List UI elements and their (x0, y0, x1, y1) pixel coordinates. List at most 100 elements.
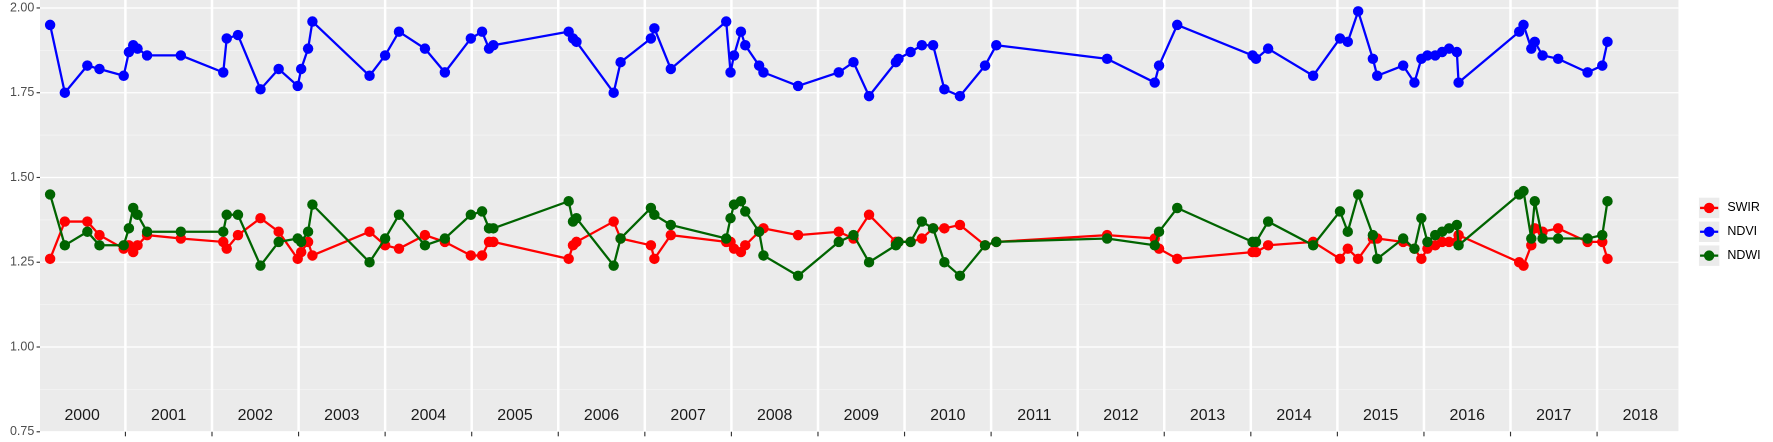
point (563, 195, 574, 207)
point (1342, 226, 1353, 237)
point (1518, 185, 1529, 197)
point (1451, 46, 1463, 58)
point (82, 60, 93, 71)
point (393, 26, 405, 37)
point (118, 240, 129, 251)
point (1597, 229, 1608, 241)
point (645, 33, 657, 44)
point (979, 60, 991, 71)
y-tick-label: 1.25 (10, 255, 34, 269)
point (1529, 195, 1540, 207)
point (1602, 36, 1613, 48)
point (991, 40, 1002, 51)
point (863, 257, 875, 268)
point (59, 87, 71, 98)
point (218, 67, 229, 78)
x-year-label: 2011 (1017, 407, 1051, 424)
point (740, 40, 751, 51)
point (1172, 202, 1183, 214)
point (954, 270, 966, 282)
point (379, 50, 391, 61)
point (132, 43, 143, 54)
point (419, 240, 431, 251)
point (1552, 233, 1564, 244)
point (728, 50, 740, 61)
point (1250, 53, 1262, 65)
point (665, 219, 677, 231)
point (221, 209, 232, 221)
y-tick-label: 0.75 (10, 424, 34, 438)
point (649, 253, 660, 265)
point (645, 240, 657, 251)
point (307, 250, 318, 261)
y-tick-label: 1.50 (10, 170, 34, 184)
point (94, 240, 105, 251)
point (255, 84, 266, 95)
x-year-label: 2012 (1103, 407, 1139, 424)
point (465, 209, 477, 221)
x-year-label: 2005 (497, 407, 533, 424)
point (1397, 60, 1409, 71)
point (720, 16, 732, 27)
point (44, 19, 56, 31)
point (1262, 240, 1274, 251)
point (665, 229, 677, 241)
point (118, 70, 129, 81)
point (232, 209, 244, 221)
point (792, 229, 804, 241)
y-tick-label: 1.75 (10, 85, 34, 99)
y-tick-label: 1.00 (10, 339, 34, 353)
point (1552, 53, 1564, 65)
point (927, 40, 939, 51)
point (725, 212, 736, 224)
point (488, 236, 499, 248)
x-year-label: 2015 (1363, 407, 1399, 424)
point (379, 233, 391, 244)
point (608, 260, 619, 271)
point (1101, 233, 1113, 244)
point (1334, 206, 1346, 217)
point (615, 233, 626, 244)
point (1149, 77, 1160, 88)
legend-label: SWIR (1727, 200, 1760, 214)
y-tick-label: 2.00 (10, 0, 34, 14)
point (1352, 6, 1364, 17)
point (1149, 240, 1160, 251)
point (1172, 253, 1183, 265)
point (916, 216, 928, 227)
point (1602, 253, 1613, 265)
point (725, 67, 736, 78)
x-year-label: 2013 (1190, 407, 1226, 424)
point (273, 236, 284, 248)
legend-point (1703, 202, 1715, 214)
point (295, 63, 307, 75)
point (1352, 253, 1364, 265)
point (218, 226, 229, 237)
point (665, 63, 677, 75)
point (758, 250, 769, 261)
point (1582, 67, 1593, 78)
point (1334, 253, 1346, 265)
point (735, 195, 747, 207)
point (175, 50, 187, 61)
point (848, 56, 859, 68)
point (954, 90, 966, 102)
point (1153, 226, 1165, 237)
point (916, 40, 928, 51)
x-year-label: 2004 (411, 407, 447, 424)
point (1352, 189, 1364, 200)
point (393, 209, 405, 221)
point (939, 223, 950, 234)
point (1262, 43, 1274, 54)
point (571, 212, 582, 224)
point (1371, 70, 1383, 81)
point (175, 226, 187, 237)
point (364, 70, 375, 81)
x-year-label: 2018 (1623, 407, 1659, 424)
point (273, 63, 284, 75)
point (59, 216, 71, 227)
point (649, 209, 660, 221)
point (221, 33, 232, 44)
x-year-label: 2017 (1536, 407, 1572, 424)
